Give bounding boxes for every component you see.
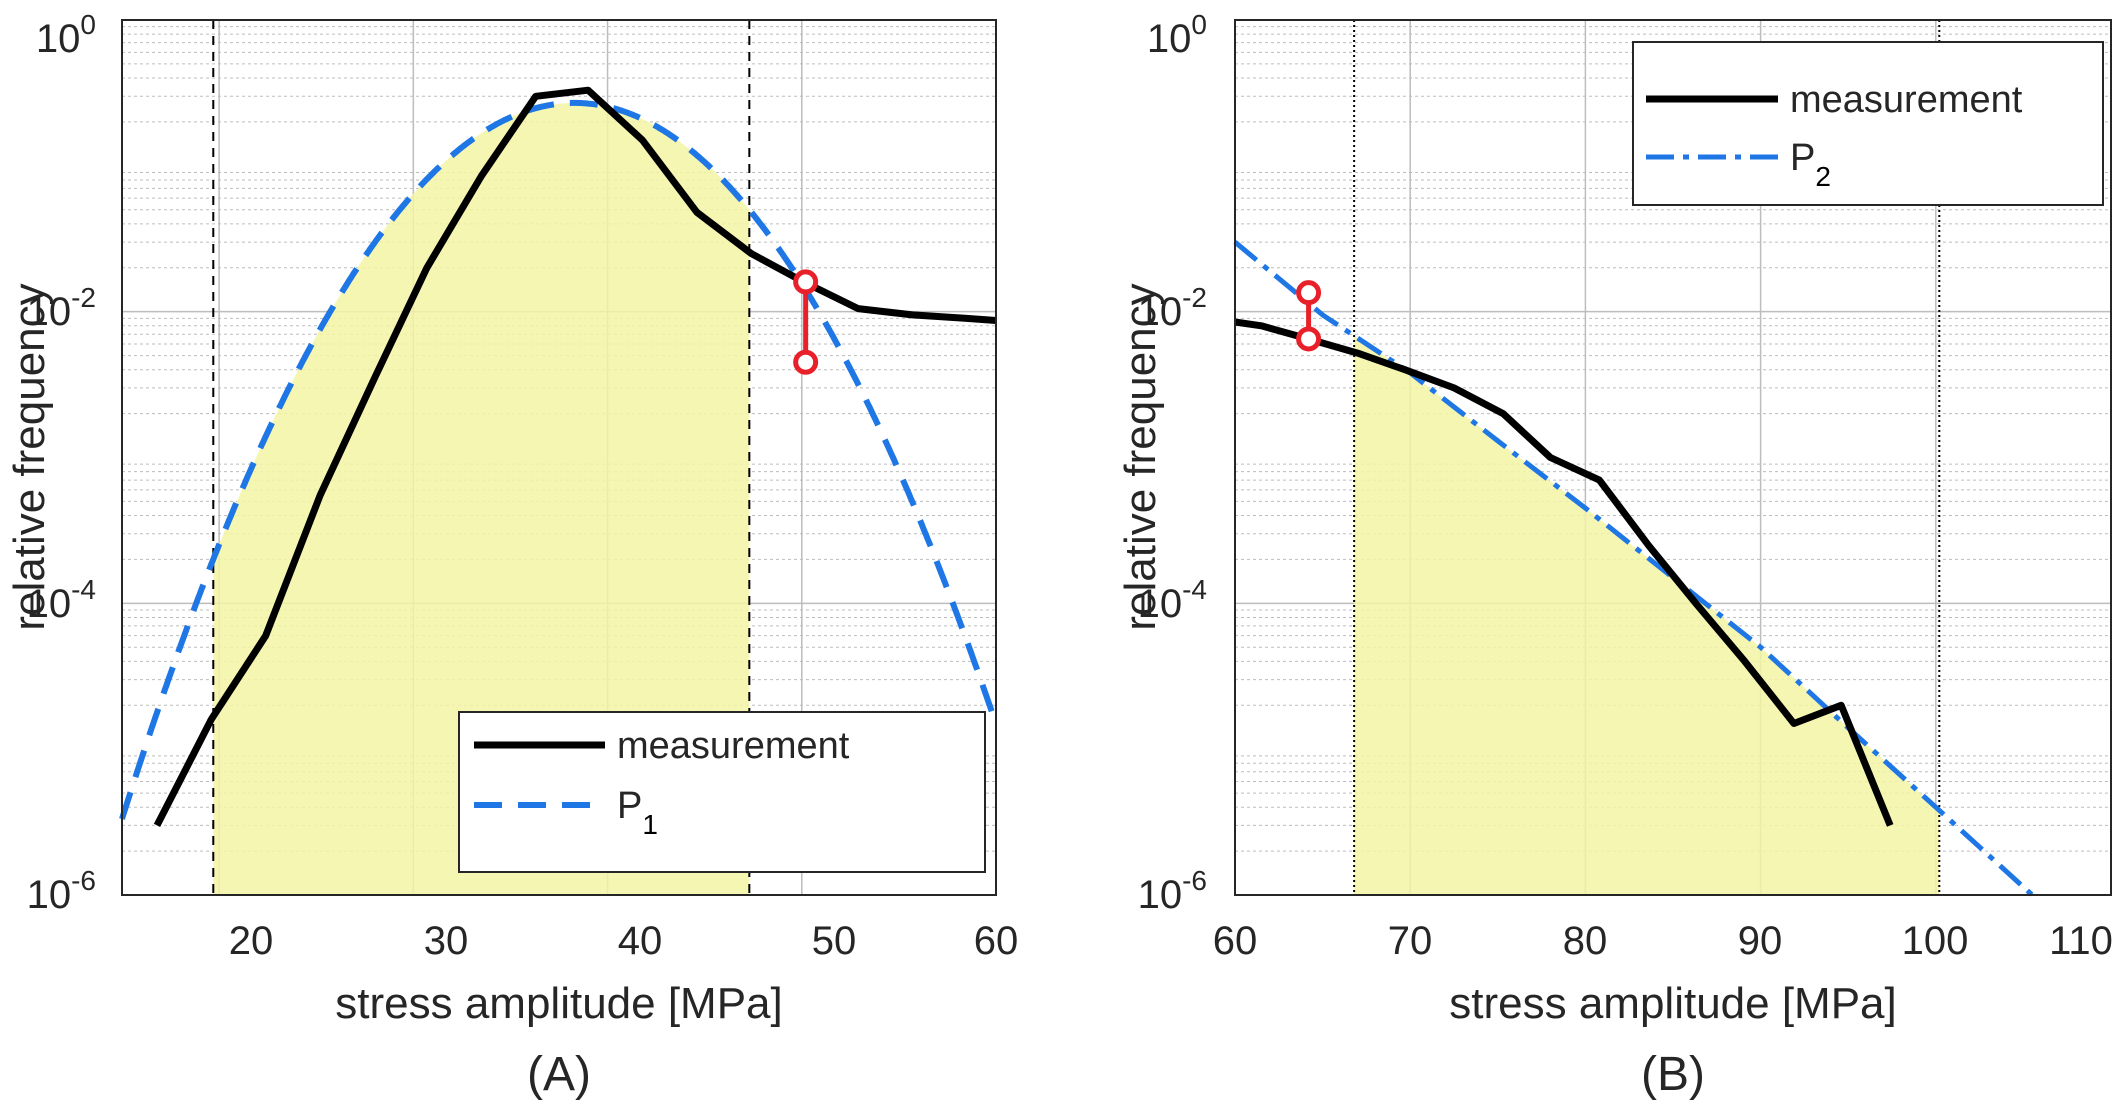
legend-label-p2: P2 xyxy=(1790,137,1831,192)
y-axis-label-b: relative frequency xyxy=(1116,283,1165,630)
y-tick-label: 10-2 xyxy=(27,282,96,334)
x-tick-labels-a: 20 30 40 50 60 xyxy=(229,919,1019,963)
panel-b: 60 70 80 90 100 110 10-6 10-4 10-2 100 s… xyxy=(1116,9,2113,1101)
x-tick-label: 70 xyxy=(1388,919,1433,963)
x-tick-label: 60 xyxy=(974,919,1019,963)
y-tick-label: 10-6 xyxy=(1138,865,1207,917)
marker-upper-a xyxy=(793,269,819,295)
legend-label-p1: P1 xyxy=(617,785,658,840)
legend-a: measurement P1 xyxy=(458,711,986,873)
fit-curve-p1 xyxy=(119,99,997,820)
axes-frame-a xyxy=(121,19,997,896)
x-tick-label: 20 xyxy=(229,919,274,963)
y-tick-label: 100 xyxy=(1147,9,1207,61)
y-tick-labels-a: 10-6 10-4 10-2 100 xyxy=(27,9,96,917)
shaded-region-b xyxy=(1354,335,1940,895)
y-tick-label: 100 xyxy=(36,9,96,61)
x-tick-labels-b: 60 70 80 90 100 110 xyxy=(1213,919,2113,963)
panel-label-a: (A) xyxy=(527,1048,591,1101)
marker-lower-b xyxy=(1296,326,1322,352)
x-tick-label: 80 xyxy=(1563,919,1608,963)
legend-b: measurement P2 xyxy=(1632,41,2104,206)
legend-box-b xyxy=(1632,41,2104,206)
x-axis-label-a: stress amplitude [MPa] xyxy=(335,979,783,1028)
shaded-region-a xyxy=(213,102,750,895)
y-tick-label: 10-4 xyxy=(27,574,96,626)
x-axis-label-b: stress amplitude [MPa] xyxy=(1449,979,1897,1028)
x-tick-label: 100 xyxy=(1902,919,1969,963)
measurement-line-a xyxy=(153,86,997,827)
marker-lower-a xyxy=(793,349,819,375)
y-tick-label: 10-4 xyxy=(1138,574,1207,626)
legend-label-measurement-a: measurement xyxy=(617,725,850,767)
panel-label-b: (B) xyxy=(1641,1048,1705,1101)
legend-label-measurement-b: measurement xyxy=(1790,79,2023,121)
y-tick-label: 10-6 xyxy=(27,865,96,917)
y-axis-label-a: relative frequency xyxy=(5,283,54,630)
x-tick-label: 110 xyxy=(2049,919,2113,963)
y-tick-labels-b: 10-6 10-4 10-2 100 xyxy=(1138,9,1207,917)
x-tick-label: 60 xyxy=(1213,919,1258,963)
x-tick-label: 30 xyxy=(424,919,469,963)
x-tick-label: 90 xyxy=(1738,919,1783,963)
marker-upper-b xyxy=(1296,280,1322,306)
fit-curve-p2 xyxy=(1233,240,2034,897)
panel-a: 20 30 40 50 60 10-6 10-4 10-2 100 stress… xyxy=(5,9,1018,1101)
legend-box-a xyxy=(458,711,986,873)
y-tick-label: 10-2 xyxy=(1138,282,1207,334)
x-tick-label: 50 xyxy=(812,919,857,963)
x-tick-label: 40 xyxy=(618,919,663,963)
measurement-line-b xyxy=(1234,318,1894,827)
axes-frame-b xyxy=(1234,19,2112,896)
